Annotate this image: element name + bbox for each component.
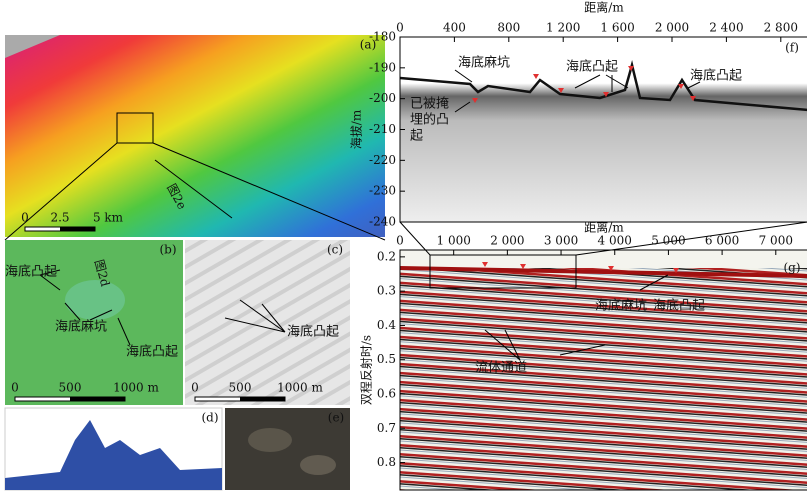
inset-lines (4, 142, 386, 241)
x-tick-label: 1 600 (600, 21, 634, 35)
panel-label: (b) (159, 243, 176, 257)
y-tick-label: -230 (369, 184, 396, 198)
feature-note: 流体通道 (475, 361, 527, 376)
x-tick-label: 6 000 (705, 234, 739, 248)
y-tick-label: -180 (369, 30, 396, 44)
feature-note: 海底凸起 (126, 344, 178, 360)
rock (248, 428, 292, 452)
y-axis-title: 双程反射时/s (359, 335, 374, 405)
feature-note: 海底凸起 (653, 298, 705, 314)
zoom-box (429, 254, 577, 289)
panel-label: (a) (360, 38, 377, 52)
x-axis-title: 距离/m (584, 220, 624, 235)
scale-label: 500 (59, 381, 82, 395)
y-tick-label: 0.5 (377, 352, 396, 366)
x-tick-label: 3 000 (544, 234, 578, 248)
panel-label: (d) (201, 411, 218, 425)
panel-label: (c) (327, 243, 343, 257)
markers (482, 262, 679, 273)
feature-note: 起 (410, 129, 423, 144)
x-tick-label: 5 000 (651, 234, 685, 248)
panel-label: (g) (783, 261, 800, 275)
rock (300, 455, 336, 475)
seafloor-line (399, 60, 807, 112)
scale-label: 0 (21, 211, 29, 225)
arrows (39, 69, 701, 361)
x-tick-label: 800 (497, 21, 520, 35)
y-tick-label: 0.7 (377, 421, 396, 435)
markers (472, 66, 696, 103)
scale-label: 500 (229, 381, 252, 395)
y-tick-label: 0.3 (377, 284, 396, 298)
y-tick-label: -200 (369, 91, 396, 105)
y-tick-label: 0.8 (377, 455, 396, 469)
scale-label: 0 (11, 381, 19, 395)
chirp-profile (400, 37, 807, 222)
x-tick-label: 4 000 (598, 234, 632, 248)
scale-label: 0 (191, 381, 199, 395)
y-tick-label: -240 (369, 215, 396, 229)
x-tick-label: 2 000 (490, 234, 524, 248)
y-tick-label: 0.2 (377, 249, 396, 263)
x-tick-label: 1 200 (546, 21, 580, 35)
y-tick-label: -190 (369, 60, 396, 74)
scale-label: 1000 m (113, 381, 159, 395)
scale-label: 2.5 (50, 211, 69, 225)
feature-note: 埋的凸 (410, 112, 449, 128)
x-tick-label: 1 000 (437, 234, 471, 248)
x-tick-label: 2 800 (764, 21, 798, 35)
feature-note: 海底凸起 (690, 68, 742, 84)
map-annotation: 图2d (92, 258, 113, 288)
x-tick-label: 400 (443, 21, 466, 35)
scale-label: 5 km (93, 211, 124, 225)
y-tick-label: -210 (369, 122, 396, 136)
feature-note: 已被掩 (410, 97, 449, 112)
x-tick-label: 0 (396, 21, 404, 35)
profile-shape (5, 420, 222, 490)
feature-note: 海底凸起 (566, 59, 618, 75)
pockmark-map (5, 240, 183, 405)
seismic-reflectors (400, 268, 807, 490)
scale-bar (60, 227, 95, 231)
feature-note: 海底麻坑 (458, 55, 510, 71)
shaded-relief (185, 240, 350, 405)
y-tick-label: 0.4 (377, 318, 396, 332)
y-tick-label: 0.6 (377, 387, 396, 401)
y-tick-label: -220 (369, 153, 396, 167)
feature-note: 海底麻坑 (595, 298, 647, 314)
x-axis-title: 距离/m (584, 0, 624, 15)
feature-note: 海底凸起 (287, 324, 339, 340)
bathymetry-map (5, 35, 385, 237)
x-tick-label: 0 (396, 234, 404, 248)
inset-box (116, 112, 154, 144)
x-tick-label: 7 000 (759, 234, 793, 248)
panel-label: (f) (785, 41, 799, 55)
feature (65, 280, 125, 320)
photo (225, 408, 350, 490)
x-tick-label: 2 400 (709, 21, 743, 35)
feature-note: 海底凸起 (5, 264, 57, 280)
map-corner (5, 35, 60, 58)
y-axis-title: 海拔/m (349, 109, 364, 149)
scale-bar (240, 397, 285, 401)
feature-note: 海底麻坑 (55, 319, 107, 335)
panel-label: (e) (328, 411, 344, 425)
seafloor-reflector (399, 266, 807, 278)
x-tick-label: 2 000 (655, 21, 689, 35)
scale-bar (70, 397, 125, 401)
scale-label: 1000 m (277, 381, 323, 395)
plot-frame (399, 249, 807, 491)
